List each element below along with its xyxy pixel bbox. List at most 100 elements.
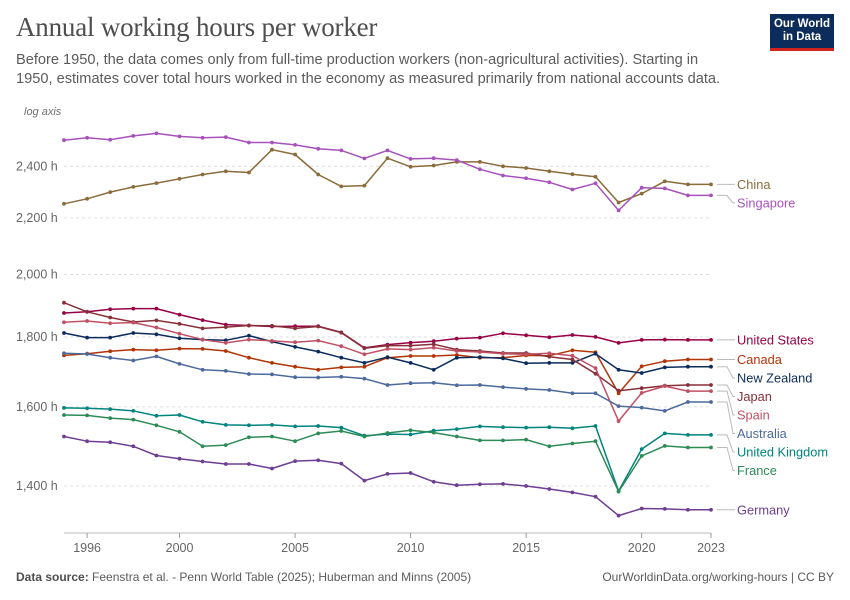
data-point-new-zealand[interactable]: [247, 333, 251, 338]
data-point-new-zealand[interactable]: [385, 355, 390, 359]
data-point-spain[interactable]: [547, 351, 552, 356]
data-point-spain[interactable]: [662, 384, 667, 388]
data-point-united-kingdom[interactable]: [570, 426, 575, 431]
data-point-france[interactable]: [709, 445, 713, 450]
data-point-singapore[interactable]: [408, 157, 413, 161]
data-point-france[interactable]: [616, 489, 621, 494]
data-point-china[interactable]: [385, 156, 390, 161]
data-point-germany[interactable]: [316, 458, 321, 463]
data-point-spain[interactable]: [478, 350, 482, 354]
data-point-canada[interactable]: [108, 349, 113, 354]
data-point-canada[interactable]: [177, 346, 182, 351]
data-point-france[interactable]: [177, 429, 182, 434]
data-point-new-zealand[interactable]: [547, 361, 552, 365]
legend-label-united-states[interactable]: United States: [737, 332, 814, 347]
data-point-spain[interactable]: [686, 389, 690, 393]
data-point-canada[interactable]: [339, 365, 344, 370]
data-point-singapore[interactable]: [62, 138, 66, 143]
data-point-canada[interactable]: [408, 354, 413, 358]
data-point-france[interactable]: [408, 428, 413, 433]
data-point-singapore[interactable]: [686, 193, 690, 198]
legend-label-germany[interactable]: Germany: [737, 502, 790, 517]
data-point-spain[interactable]: [247, 337, 251, 342]
data-point-france[interactable]: [200, 444, 205, 449]
data-point-china[interactable]: [593, 174, 598, 179]
data-point-spain[interactable]: [570, 353, 575, 358]
data-point-germany[interactable]: [662, 507, 667, 511]
data-point-united-states[interactable]: [131, 306, 136, 311]
data-point-china[interactable]: [131, 185, 136, 189]
series-line-new-zealand[interactable]: [63, 332, 711, 374]
data-point-australia[interactable]: [478, 383, 482, 387]
data-point-canada[interactable]: [293, 364, 297, 369]
legend-label-canada[interactable]: Canada: [737, 352, 783, 367]
data-point-germany[interactable]: [339, 461, 344, 466]
data-point-germany[interactable]: [501, 482, 505, 486]
data-point-singapore[interactable]: [339, 148, 344, 153]
data-point-spain[interactable]: [616, 419, 621, 423]
data-point-china[interactable]: [85, 196, 89, 201]
data-point-singapore[interactable]: [362, 156, 367, 161]
data-point-china[interactable]: [501, 164, 505, 169]
data-point-australia[interactable]: [709, 400, 713, 404]
data-point-canada[interactable]: [362, 364, 367, 369]
data-point-spain[interactable]: [593, 366, 598, 370]
data-point-united-states[interactable]: [501, 331, 505, 336]
legend-label-united-kingdom[interactable]: United Kingdom: [737, 445, 828, 460]
data-source-text[interactable]: Feenstra et al. - Penn World Table (2025…: [92, 570, 472, 584]
data-point-australia[interactable]: [547, 388, 552, 392]
data-point-france[interactable]: [339, 429, 344, 433]
data-point-france[interactable]: [547, 444, 552, 449]
data-point-singapore[interactable]: [316, 146, 321, 151]
license-link[interactable]: OurWorldinData.org/working-hours | CC BY: [602, 570, 834, 584]
legend-label-new-zealand[interactable]: New Zealand: [737, 371, 812, 386]
data-point-france[interactable]: [639, 454, 644, 458]
data-point-united-kingdom[interactable]: [223, 423, 228, 427]
data-point-canada[interactable]: [686, 357, 690, 362]
data-point-germany[interactable]: [454, 483, 459, 488]
data-point-germany[interactable]: [108, 440, 113, 445]
data-point-united-kingdom[interactable]: [85, 406, 89, 411]
data-point-japan[interactable]: [177, 322, 182, 326]
data-point-united-kingdom[interactable]: [547, 425, 552, 430]
data-point-australia[interactable]: [524, 387, 528, 391]
axis-scale-note[interactable]: log axis: [24, 106, 62, 118]
data-point-japan[interactable]: [62, 300, 66, 305]
data-point-singapore[interactable]: [200, 135, 205, 140]
data-point-germany[interactable]: [616, 513, 621, 518]
data-point-new-zealand[interactable]: [408, 361, 413, 365]
data-point-china[interactable]: [686, 182, 690, 187]
data-point-china[interactable]: [709, 182, 713, 187]
data-point-united-states[interactable]: [639, 338, 644, 342]
legend-label-spain[interactable]: Spain: [737, 408, 770, 423]
data-point-new-zealand[interactable]: [431, 367, 436, 372]
data-point-australia[interactable]: [131, 358, 136, 363]
data-point-singapore[interactable]: [270, 140, 274, 145]
data-point-france[interactable]: [501, 438, 505, 443]
data-point-united-kingdom[interactable]: [408, 432, 413, 437]
data-point-spain[interactable]: [408, 347, 413, 352]
data-point-japan[interactable]: [408, 343, 413, 348]
data-point-canada[interactable]: [454, 353, 459, 357]
data-point-spain[interactable]: [709, 389, 713, 393]
data-point-france[interactable]: [593, 439, 598, 444]
data-point-japan[interactable]: [431, 342, 436, 347]
data-point-france[interactable]: [431, 430, 436, 435]
data-point-france[interactable]: [524, 437, 528, 442]
data-point-france[interactable]: [454, 434, 459, 439]
data-point-new-zealand[interactable]: [686, 364, 690, 369]
data-point-canada[interactable]: [431, 354, 436, 358]
data-point-canada[interactable]: [131, 347, 136, 352]
data-point-japan[interactable]: [339, 330, 344, 335]
data-point-australia[interactable]: [501, 385, 505, 389]
data-point-china[interactable]: [316, 172, 321, 177]
data-point-australia[interactable]: [223, 369, 228, 373]
data-point-japan[interactable]: [616, 388, 621, 393]
legend-label-china[interactable]: China: [737, 177, 771, 192]
data-point-united-kingdom[interactable]: [62, 406, 66, 410]
data-point-china[interactable]: [408, 164, 413, 169]
data-point-singapore[interactable]: [524, 176, 528, 181]
data-point-spain[interactable]: [62, 320, 66, 325]
data-point-new-zealand[interactable]: [662, 365, 667, 370]
data-point-germany[interactable]: [709, 507, 713, 512]
